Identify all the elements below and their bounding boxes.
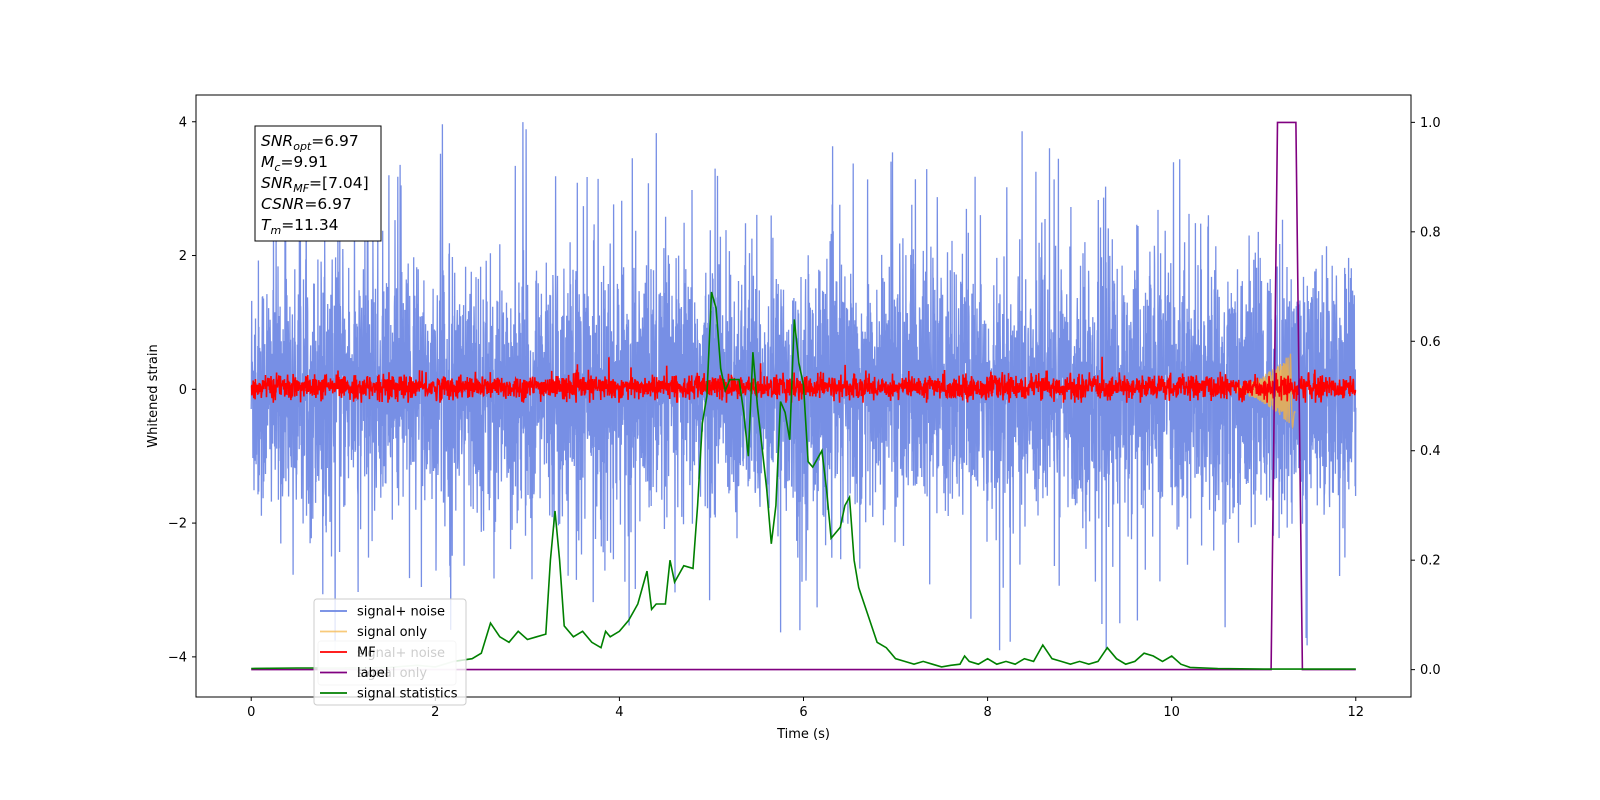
x-tick-label: 8	[983, 705, 991, 720]
legend-label: signal only	[357, 625, 427, 640]
y-tick-label: 0	[179, 383, 187, 398]
legend-main: signal+ noise signal only MF label signal st…	[313, 598, 467, 706]
x-tick-label: 4	[615, 705, 623, 720]
annotation-line: SNRMF=[7.04]	[261, 174, 369, 195]
x-axis-label: Time (s)	[776, 727, 830, 742]
annotation-line: SNRopt=6.97	[261, 132, 359, 153]
y-tick-label: −4	[168, 650, 187, 665]
y-axis-label: Whitened strain	[146, 344, 161, 447]
y2-tick-label: 0.2	[1420, 554, 1441, 569]
x-tick-label: 2	[431, 705, 439, 720]
x-tick-label: 12	[1347, 705, 1364, 720]
legend-label: label	[357, 666, 388, 681]
annotation-line: CSNR=6.97	[261, 195, 352, 213]
x-tick-label: 0	[247, 705, 255, 720]
x-tick-label: 10	[1163, 705, 1180, 720]
y-tick-label: 4	[179, 115, 187, 130]
legend-label: signal statistics	[357, 687, 458, 702]
series-signal-statistics-line	[251, 291, 1356, 670]
y-axis-left: 4 2 0 −2 −4	[168, 115, 196, 665]
annotation-line: Tm=11.34	[261, 216, 339, 237]
x-axis: 0 2 4 6 8 10 12	[247, 697, 1364, 720]
y-axis-right: 1.0 0.8 0.6 0.4 0.2 0.0	[1411, 116, 1441, 678]
annotation-line: Mc=9.91	[261, 153, 328, 174]
series-signal-noise-line	[250, 122, 1357, 651]
series-layer	[250, 121, 1357, 671]
x-tick-label: 6	[799, 705, 807, 720]
y-tick-label: 2	[179, 249, 187, 264]
legend-label: MF	[357, 646, 376, 661]
y2-tick-label: 0.6	[1420, 335, 1441, 350]
legend: signal+ noise signal onlysignal+ noise sig…	[313, 598, 467, 706]
y2-tick-label: 0.0	[1420, 663, 1441, 678]
y2-tick-label: 0.4	[1420, 444, 1441, 459]
y2-tick-label: 1.0	[1420, 116, 1441, 131]
legend-label: signal+ noise	[357, 605, 445, 620]
y2-tick-label: 0.8	[1420, 225, 1441, 240]
y-tick-label: −2	[168, 517, 187, 532]
